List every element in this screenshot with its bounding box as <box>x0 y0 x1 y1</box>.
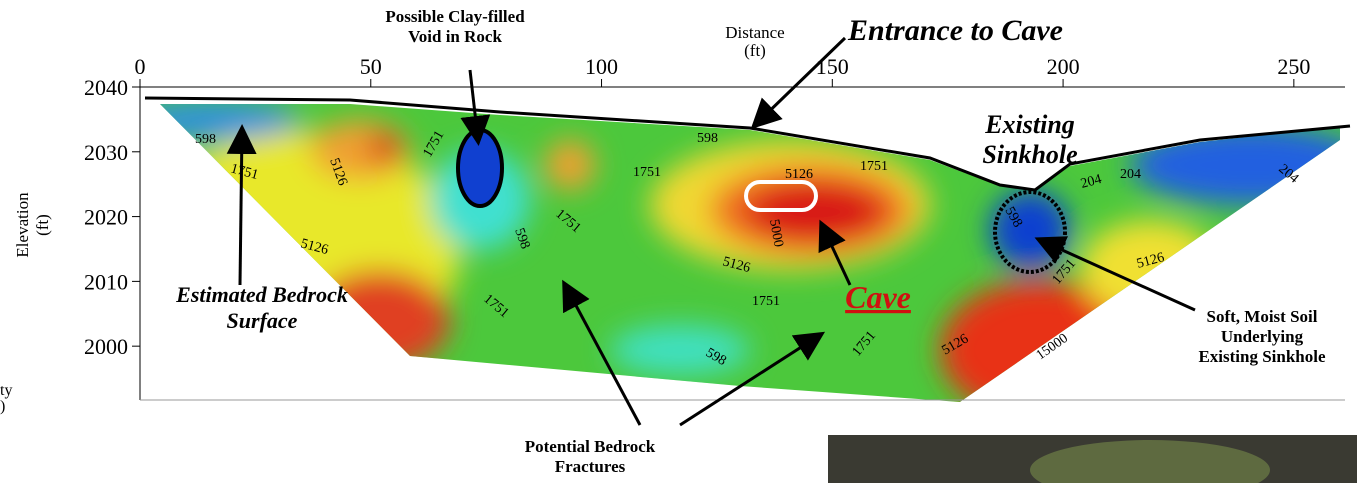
y-tick-label: 2010 <box>84 269 128 294</box>
x-tick-label: 0 <box>135 54 146 79</box>
annotation-soil: Existing Sinkhole <box>1198 347 1326 366</box>
y-axis-label: (ft) <box>33 214 52 236</box>
contour-label: 1751 <box>633 165 661 180</box>
annotation-cave: Cave <box>845 279 911 315</box>
contour-label: 5126 <box>785 167 813 182</box>
resistivity-section <box>160 104 1340 402</box>
edge-label: ty <box>0 382 12 399</box>
contour-label: 1751 <box>229 161 260 183</box>
y-tick-label: 2040 <box>84 75 128 100</box>
annotation-bedrock: Surface <box>227 308 298 333</box>
y-axis-label: Elevation <box>13 192 32 258</box>
annotation-void: Void in Rock <box>408 27 502 46</box>
x-tick-label: 200 <box>1047 54 1080 79</box>
annotation-sinkhole: Sinkhole <box>982 140 1077 169</box>
annotation-void: Possible Clay-filled <box>385 7 525 26</box>
contour-label: 5126 <box>721 254 752 276</box>
x-tick-label: 50 <box>360 54 382 79</box>
contour-label: 598 <box>697 131 718 146</box>
annotation-fractures: Fractures <box>555 457 626 476</box>
annotation-fractures: Potential Bedrock <box>525 437 656 456</box>
x-tick-label: 150 <box>816 54 849 79</box>
ground-surface <box>144 96 1351 192</box>
x-axis-label: Distance <box>725 23 784 42</box>
edge-label: ) <box>0 398 5 415</box>
contour-label: 5126 <box>299 236 330 258</box>
contour-label: 598 <box>195 132 216 147</box>
annotation-entrance: Entrance to Cave <box>847 14 1063 47</box>
arrows <box>226 36 1196 427</box>
contour-label: 598 <box>511 226 532 251</box>
contour-label: 5126 <box>1135 250 1166 272</box>
x-axis-label: (ft) <box>744 41 766 60</box>
x-tick-label: 250 <box>1277 54 1310 79</box>
y-tick-label: 2000 <box>84 334 128 359</box>
y-tick-label: 2030 <box>84 140 128 165</box>
annotation-bedrock: Estimated Bedrock <box>175 282 348 307</box>
contour-label: 204 <box>1120 167 1141 182</box>
contour-label: 5000 <box>766 218 786 248</box>
x-tick-label: 100 <box>585 54 618 79</box>
y-tick-label: 2020 <box>84 205 128 230</box>
contour-label: 1751 <box>752 294 780 309</box>
contour-label: 204 <box>1079 172 1103 192</box>
annotation-sinkhole: Existing <box>984 110 1075 139</box>
annotation-soil: Soft, Moist Soil <box>1207 307 1318 326</box>
cave-outline <box>744 180 818 212</box>
photo-foliage <box>1030 440 1270 483</box>
contour-label: 1751 <box>860 159 888 174</box>
annotation-soil: Underlying <box>1221 327 1304 346</box>
